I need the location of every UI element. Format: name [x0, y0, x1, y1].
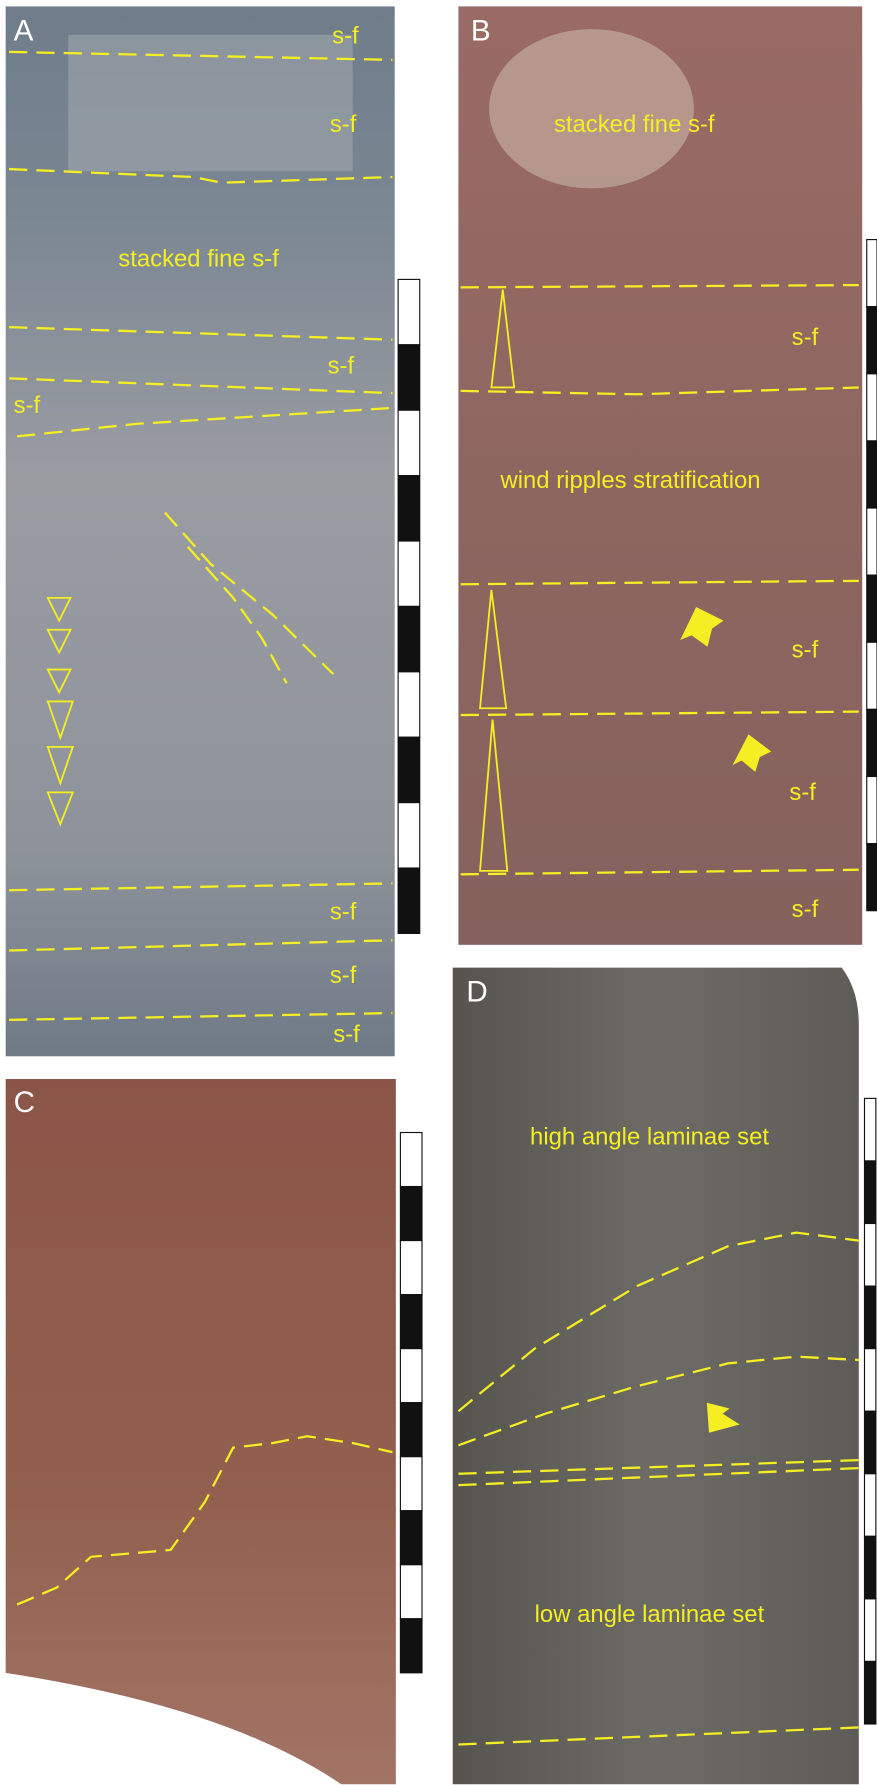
- annotation: s-f: [328, 352, 355, 379]
- scale-segment: [400, 1403, 422, 1457]
- annotation: s-f: [330, 962, 357, 989]
- scale-segment: [864, 1349, 875, 1412]
- panel-label: B: [471, 14, 491, 47]
- page: {"panels": [ {"label": "A", "annotations…: [0, 0, 877, 1785]
- scale-segment: [398, 345, 420, 410]
- scale-segment: [867, 642, 877, 709]
- annotation: wind ripples stratification: [499, 467, 760, 494]
- scale-segment: [400, 1565, 422, 1619]
- annotation: s-f: [789, 779, 816, 806]
- annotation: s-f: [330, 111, 357, 138]
- annotation: s-f: [792, 324, 819, 351]
- scale-segment: [400, 1619, 422, 1673]
- photo-b-texture: [489, 29, 694, 188]
- scale-segment: [867, 776, 877, 843]
- photo-d: [453, 968, 859, 1785]
- annotation: low angle laminae set: [535, 1601, 765, 1628]
- scale-segment: [400, 1241, 422, 1295]
- scale-segment: [867, 709, 877, 776]
- scale-segment: [867, 240, 877, 307]
- scale-bar-c: [400, 1133, 422, 1673]
- figure: A s-f s-f stacked fine s-f s-f s-f s-f s…: [0, 0, 877, 1785]
- annotation: s-f: [333, 1021, 360, 1048]
- scale-segment: [864, 1599, 875, 1662]
- scale-segment: [867, 374, 877, 441]
- scale-segment: [398, 672, 420, 737]
- scale-segment: [864, 1474, 875, 1537]
- scale-segment: [867, 508, 877, 575]
- scale-segment: [398, 541, 420, 606]
- scale-segment: [398, 476, 420, 541]
- scale-segment: [398, 803, 420, 868]
- scale-segment: [398, 737, 420, 802]
- scale-segment: [400, 1349, 422, 1403]
- panel-label: C: [14, 1086, 35, 1119]
- scale-segment: [864, 1098, 875, 1161]
- scale-segment: [398, 410, 420, 475]
- panel-label: A: [14, 14, 34, 47]
- scale-segment: [398, 606, 420, 671]
- scale-segment: [864, 1286, 875, 1349]
- annotation: s-f: [14, 392, 41, 419]
- scale-segment: [400, 1187, 422, 1241]
- scale-segment: [867, 575, 877, 642]
- scale-segment: [867, 307, 877, 374]
- scale-segment: [867, 844, 877, 911]
- annotation: high angle laminae set: [530, 1124, 769, 1151]
- annotation: s-f: [330, 898, 357, 925]
- annotation: s-f: [332, 22, 359, 49]
- scale-segment: [400, 1295, 422, 1349]
- annotation: stacked fine s-f: [118, 245, 279, 272]
- scale-segment: [864, 1661, 875, 1724]
- scale-segment: [864, 1411, 875, 1474]
- scale-bar-b: [867, 240, 877, 911]
- scale-segment: [864, 1536, 875, 1599]
- scale-segment: [864, 1224, 875, 1287]
- photo-c: [6, 1079, 396, 1784]
- annotation: s-f: [792, 637, 819, 664]
- scale-segment: [398, 279, 420, 344]
- panel-label: D: [466, 976, 487, 1009]
- scale-segment: [400, 1511, 422, 1565]
- scale-bar-a: [398, 279, 420, 933]
- scale-segment: [864, 1161, 875, 1224]
- scale-segment: [398, 868, 420, 933]
- scale-bar-d: [864, 1098, 875, 1724]
- annotation: s-f: [792, 896, 819, 923]
- scale-segment: [400, 1457, 422, 1511]
- scale-segment: [867, 441, 877, 508]
- scale-segment: [400, 1133, 422, 1187]
- annotation: stacked fine s-f: [554, 111, 715, 138]
